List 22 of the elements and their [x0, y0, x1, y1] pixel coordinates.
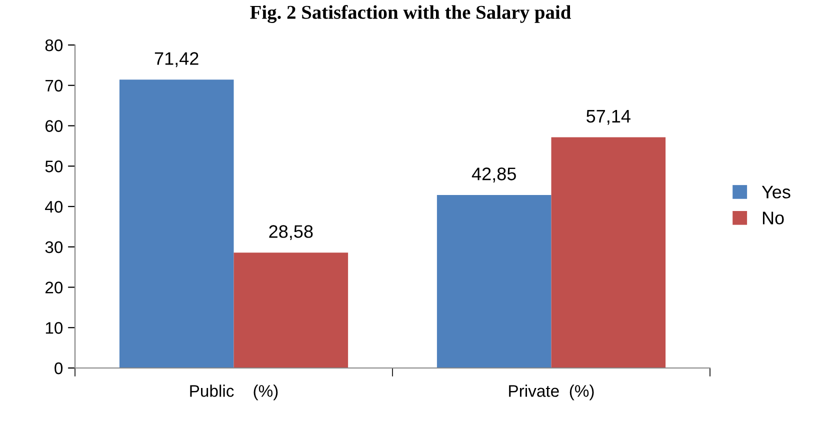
data-label: 57,14: [586, 110, 630, 125]
bar: [551, 137, 666, 368]
y-tick-label: 0: [54, 362, 63, 374]
y-tick-label: 30: [45, 241, 63, 254]
bar: [234, 252, 348, 368]
x-tick-label: Private (%): [509, 384, 594, 400]
data-label: 42,85: [472, 168, 516, 182]
y-tick-label: 20: [45, 282, 63, 294]
y-tick-label: 10: [46, 322, 63, 334]
bar: [436, 194, 552, 368]
data-label: 28,58: [269, 225, 313, 240]
legend-label: Yes: [762, 186, 790, 198]
legend-label: No: [762, 212, 784, 224]
chart-title: Fig. 2 Satisfaction with the Salary paid: [250, 5, 571, 23]
y-tick-label: 80: [45, 39, 63, 52]
y-tick-label: 60: [46, 120, 63, 132]
y-tick-label: 50: [45, 160, 63, 172]
x-tick-label: Public (%): [190, 384, 278, 400]
y-tick-label: 40: [45, 200, 63, 213]
y-tick-label: 70: [46, 80, 63, 92]
data-label: 71,42: [154, 52, 198, 68]
bar: [119, 80, 234, 368]
